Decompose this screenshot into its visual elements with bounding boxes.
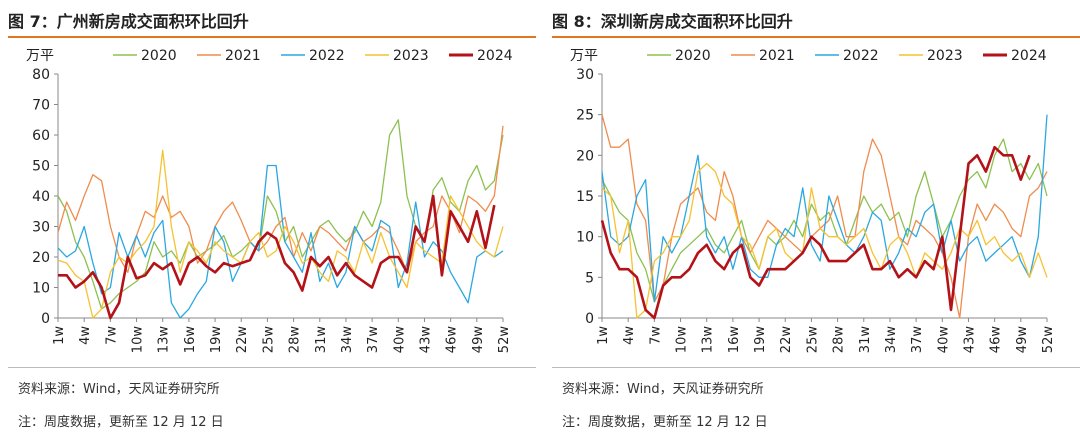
series-line-2022 xyxy=(57,164,504,319)
x-tick-label: 28w xyxy=(832,326,847,354)
x-tick-label: 19w xyxy=(209,326,224,354)
legend-label: 2020 xyxy=(141,48,177,64)
y-tick-label: 80 xyxy=(32,67,50,83)
footnote: 注：周度数据，更新至 12 月 12 日 xyxy=(18,415,224,430)
legend-label: 2020 xyxy=(675,48,711,64)
x-tick-label: 22w xyxy=(235,326,250,354)
x-tick-label: 13w xyxy=(157,326,172,354)
y-tick-label: 30 xyxy=(576,67,594,83)
source-note: 资料来源：Wind，天风证券研究所 xyxy=(18,382,220,397)
x-tick-label: 7w xyxy=(104,326,119,345)
x-tick-label: 22w xyxy=(779,326,794,354)
y-tick-label: 0 xyxy=(585,311,594,327)
footnote: 注：周度数据，更新至 12 月 12 日 xyxy=(562,415,768,430)
x-tick-label: 52w xyxy=(1041,326,1056,354)
x-tick-label: 37w xyxy=(366,326,381,354)
y-tick-label: 10 xyxy=(32,281,50,297)
line-chart-guangzhou: 万平 0 10 20 30 40 50 60 70 80 1w 4w 7w 10w 13w 16w 19w 22w… xyxy=(26,48,513,354)
y-axis-label: 万平 xyxy=(570,48,598,64)
x-tick-label: 28w xyxy=(288,326,303,354)
legend-label: 2024 xyxy=(1011,48,1047,64)
x-tick-label: 37w xyxy=(910,326,925,354)
x-tick-label: 40w xyxy=(936,326,951,354)
x-tick-label: 46w xyxy=(445,326,460,354)
x-tick-label: 16w xyxy=(727,326,742,354)
legend-label: 2021 xyxy=(759,48,795,64)
x-tick-label: 49w xyxy=(1015,326,1030,354)
x-tick-label: 1w xyxy=(596,326,611,345)
y-tick-label: 40 xyxy=(32,189,50,205)
x-tick-label: 43w xyxy=(962,326,977,354)
x-tick-label: 31w xyxy=(858,326,873,354)
x-tick-label: 10w xyxy=(675,326,690,354)
y-tick-label: 50 xyxy=(32,159,50,175)
x-tick-label: 1w xyxy=(52,326,67,345)
series-line-2021 xyxy=(57,125,504,273)
legend-label: 2023 xyxy=(393,48,429,64)
y-tick-label: 20 xyxy=(576,148,594,164)
y-tick-label: 20 xyxy=(32,250,50,266)
series-line-2022 xyxy=(601,114,1048,303)
x-tick-label: 40w xyxy=(392,326,407,354)
legend-label: 2021 xyxy=(225,48,261,64)
series-line-2024 xyxy=(600,145,1031,320)
series-line-2024 xyxy=(58,194,496,320)
x-tick-label: 19w xyxy=(753,326,768,354)
x-tick-label: 49w xyxy=(471,326,486,354)
series-line-2023 xyxy=(57,149,504,319)
y-tick-label: 15 xyxy=(576,189,594,205)
x-tick-label: 13w xyxy=(701,326,716,354)
x-tick-label: 34w xyxy=(884,326,899,354)
source-note: 资料来源：Wind，天风证券研究所 xyxy=(562,382,764,397)
title-divider xyxy=(8,36,536,38)
x-tick-label: 4w xyxy=(622,326,637,345)
chart-title: 图 7：广州新房成交面积环比回升 xyxy=(8,12,249,31)
legend-label: 2024 xyxy=(477,48,513,64)
y-tick-label: 60 xyxy=(32,128,50,144)
chart-panel-guangzhou: 图 7：广州新房成交面积环比回升 万平 0 10 20 30 40 50 60 70 80 1w 4w… xyxy=(8,0,538,437)
series-line-2020 xyxy=(601,138,1048,303)
y-tick-label: 5 xyxy=(585,270,594,286)
x-tick-label: 34w xyxy=(340,326,355,354)
legend-label: 2022 xyxy=(309,48,345,64)
footer-divider xyxy=(8,367,536,368)
chart-panel-shenzhen: 图 8：深圳新房成交面积环比回升 万平 0 5 10 15 20 25 30 1w 4w 7w 10w… xyxy=(552,0,1080,437)
x-tick-label: 31w xyxy=(314,326,329,354)
y-tick-label: 70 xyxy=(32,98,50,114)
x-tick-label: 25w xyxy=(805,326,820,354)
y-tick-label: 10 xyxy=(576,230,594,246)
y-tick-label: 0 xyxy=(41,311,50,327)
x-tick-label: 43w xyxy=(418,326,433,354)
x-tick-label: 16w xyxy=(183,326,198,354)
x-tick-label: 25w xyxy=(261,326,276,354)
x-tick-label: 7w xyxy=(648,326,663,345)
legend-label: 2023 xyxy=(927,48,963,64)
x-tick-label: 46w xyxy=(989,326,1004,354)
chart-title: 图 8：深圳新房成交面积环比回升 xyxy=(552,12,793,31)
title-divider xyxy=(552,36,1080,38)
footer-divider xyxy=(552,367,1080,368)
x-tick-label: 10w xyxy=(131,326,146,354)
y-tick-label: 30 xyxy=(32,220,50,236)
series-line-2023 xyxy=(601,162,1048,319)
legend-label: 2022 xyxy=(843,48,879,64)
y-tick-label: 25 xyxy=(576,108,594,124)
x-tick-label: 52w xyxy=(497,326,512,354)
line-chart-shenzhen: 万平 0 5 10 15 20 25 30 1w 4w 7w 10w 13w 16w 19w 22w 25w 28… xyxy=(570,48,1056,354)
y-axis-label: 万平 xyxy=(26,48,54,64)
x-tick-label: 4w xyxy=(78,326,93,345)
